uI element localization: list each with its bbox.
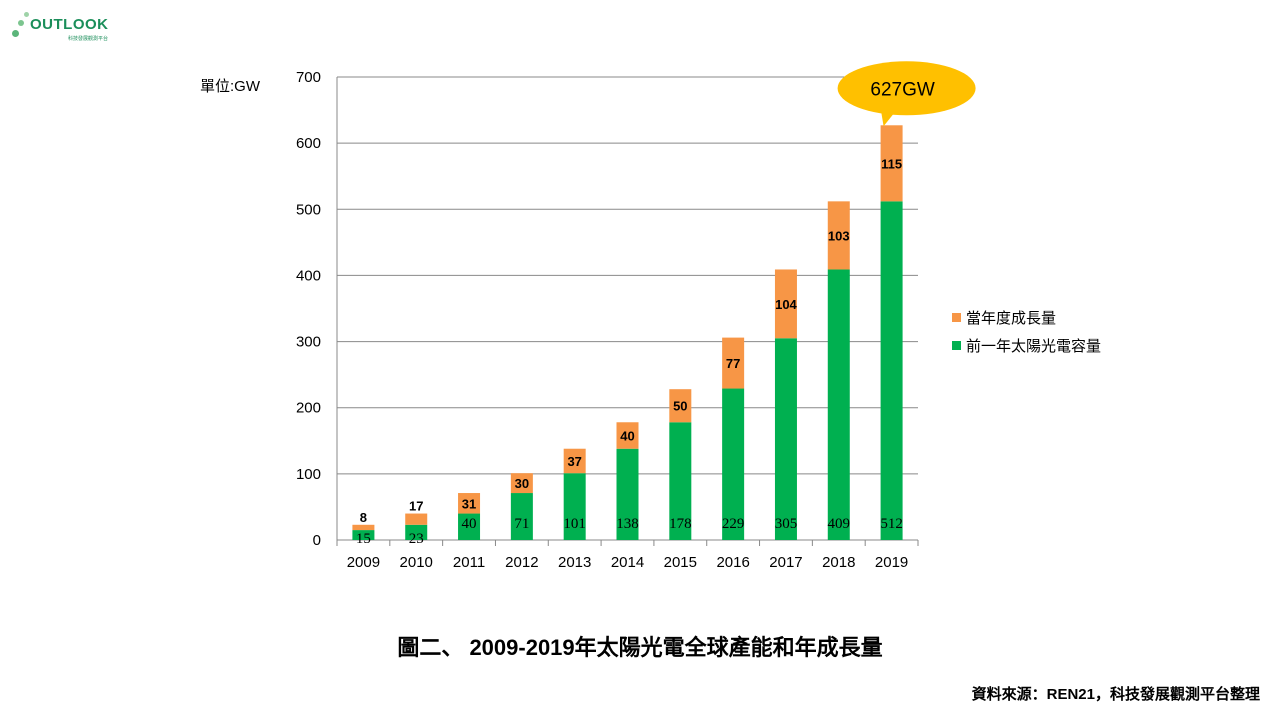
total-callout: 627GW xyxy=(837,61,976,127)
y-unit-label: 單位:GW xyxy=(200,78,260,95)
source-note: 資料來源：REN21，科技發展觀測平台整理 xyxy=(971,686,1260,703)
x-tick-label: 2009 xyxy=(347,554,380,571)
bar-growth xyxy=(880,125,903,202)
callout-text: 627GW xyxy=(870,79,934,100)
bar-prior-capacity xyxy=(774,338,797,540)
x-tick-label: 2019 xyxy=(875,554,908,571)
logo-subtitle: 科技發展觀測平台 xyxy=(68,36,109,42)
data-label-prior-capacity: 512 xyxy=(880,516,903,532)
y-tick-label: 600 xyxy=(296,135,321,152)
x-tick-label: 2018 xyxy=(822,554,855,571)
bar-growth xyxy=(669,389,692,423)
bar-growth xyxy=(722,337,745,389)
x-tick-label: 2011 xyxy=(453,554,485,571)
data-label-growth: 31 xyxy=(462,496,476,511)
bar-prior-capacity xyxy=(510,493,533,540)
legend-item-prior-capacity: 前一年太陽光電容量 xyxy=(952,331,1101,359)
legend-label-growth: 當年度成長量 xyxy=(966,309,1057,327)
bar-prior-capacity xyxy=(722,388,745,540)
bar-prior-capacity xyxy=(616,448,639,540)
y-tick-label: 500 xyxy=(296,201,321,218)
y-tick-label: 300 xyxy=(296,334,321,351)
bar-growth xyxy=(352,524,375,531)
y-axis: 0 100 200 300 400 500 600 700 xyxy=(296,69,338,549)
legend: 當年度成長量 前一年太陽光電容量 xyxy=(952,303,1101,359)
bars xyxy=(352,125,903,540)
legend-item-growth: 當年度成長量 xyxy=(952,303,1101,331)
bar-growth xyxy=(827,201,850,270)
bar-growth xyxy=(405,513,428,525)
data-label-prior-capacity: 40 xyxy=(462,516,477,532)
bar-prior-capacity xyxy=(669,422,692,540)
data-label-growth: 104 xyxy=(775,297,797,312)
data-label-growth: 17 xyxy=(409,499,423,514)
y-tick-label: 0 xyxy=(313,532,321,549)
bar-prior-capacity xyxy=(405,524,428,540)
data-label-prior-capacity: 409 xyxy=(828,516,851,532)
data-label-prior-capacity: 101 xyxy=(563,516,586,532)
data-labels: 15 8 23 17 40 31 71 30 101 37 138 40 178 50 229 77 305 10… xyxy=(356,156,903,547)
data-label-growth: 40 xyxy=(620,428,634,443)
y-tick-label: 200 xyxy=(296,400,321,417)
data-label-prior-capacity: 15 xyxy=(356,531,371,547)
bar-growth xyxy=(458,493,481,514)
x-tick-label: 2017 xyxy=(769,554,802,571)
y-tick-label: 700 xyxy=(296,69,321,86)
x-tick-label: 2014 xyxy=(611,554,644,571)
y-tick-label: 100 xyxy=(296,466,321,483)
x-tick-label: 2013 xyxy=(558,554,591,571)
data-label-prior-capacity: 305 xyxy=(775,516,798,532)
legend-label-prior-capacity: 前一年太陽光電容量 xyxy=(966,337,1102,355)
bar-growth xyxy=(616,422,639,449)
bar-prior-capacity xyxy=(563,473,586,540)
data-label-growth: 103 xyxy=(828,228,850,243)
x-axis: 2009 2010 2011 2012 2013 2014 2015 2016 2017 2018… xyxy=(336,539,919,571)
x-tick-label: 2016 xyxy=(716,554,749,571)
data-label-growth: 37 xyxy=(567,454,581,469)
legend-swatch-prior-capacity xyxy=(952,340,961,350)
bar-growth xyxy=(774,269,797,339)
x-tick-label: 2012 xyxy=(505,554,538,571)
y-tick-label: 400 xyxy=(296,267,321,284)
legend-swatch-growth xyxy=(952,312,961,322)
data-label-prior-capacity: 23 xyxy=(409,531,424,547)
x-tick-label: 2015 xyxy=(664,554,697,571)
outlook-logo: OUTLOOK 科技發展觀測平台 xyxy=(8,6,128,46)
bar-growth xyxy=(510,473,533,494)
data-label-growth: 77 xyxy=(726,356,740,371)
x-tick-label: 2010 xyxy=(400,554,433,571)
data-label-prior-capacity: 229 xyxy=(722,516,745,532)
bar-prior-capacity xyxy=(352,530,375,540)
data-label-prior-capacity: 178 xyxy=(669,516,692,532)
data-label-prior-capacity: 71 xyxy=(514,516,529,532)
bar-prior-capacity xyxy=(458,513,481,540)
figure-caption: 圖二、 2009-2019年太陽光電全球產能和年成長量 xyxy=(397,635,883,660)
data-label-growth: 115 xyxy=(881,156,902,171)
callout-bubble xyxy=(837,61,976,116)
logo-wordmark: OUTLOOK xyxy=(30,16,109,33)
data-label-prior-capacity: 138 xyxy=(616,516,639,532)
bar-prior-capacity xyxy=(880,201,903,540)
data-label-growth: 30 xyxy=(515,476,529,491)
bar-growth xyxy=(563,448,586,474)
data-label-growth: 8 xyxy=(360,510,367,525)
data-label-growth: 50 xyxy=(673,399,687,414)
bar-prior-capacity xyxy=(827,269,850,540)
